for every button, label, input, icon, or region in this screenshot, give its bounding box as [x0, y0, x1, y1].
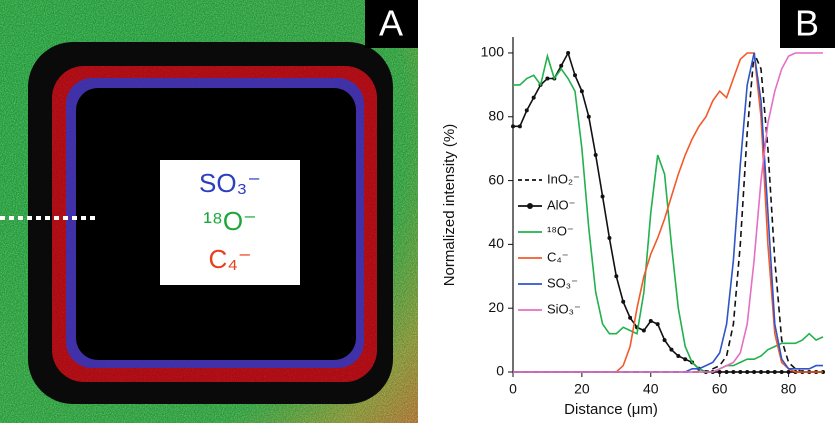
data-point — [786, 370, 791, 374]
data-point — [752, 370, 757, 374]
data-point — [662, 338, 667, 343]
data-point — [531, 95, 536, 100]
x-tick-label: 20 — [574, 381, 590, 397]
data-point — [579, 89, 584, 94]
x-axis-title: Distance (μm) — [564, 401, 658, 418]
data-point — [621, 299, 626, 304]
panel-b: B Distance (μm) Normalized intensity (%) — [420, 0, 835, 423]
data-point — [765, 370, 770, 374]
y-axis-title: Normalized intensity (%) — [441, 124, 458, 287]
legend-label: SiO₃⁻ — [547, 301, 581, 316]
data-point — [655, 322, 660, 327]
data-point — [676, 354, 681, 359]
data-point — [745, 370, 750, 374]
data-point — [573, 73, 577, 78]
data-point — [669, 347, 674, 352]
data-point — [779, 370, 784, 374]
data-point — [559, 63, 564, 68]
data-point — [517, 124, 522, 129]
data-point — [731, 370, 736, 374]
data-point — [600, 194, 605, 199]
label-box — [160, 160, 300, 285]
data-point — [607, 236, 612, 240]
data-point — [511, 124, 515, 129]
y-tick-label: 100 — [481, 44, 505, 60]
x-tick-label: 60 — [712, 381, 728, 397]
legend-label: C₄⁻ — [547, 249, 569, 264]
data-point — [614, 274, 619, 279]
y-tick-label: 20 — [488, 299, 504, 315]
series-line — [513, 50, 823, 373]
data-point — [586, 114, 591, 119]
data-point — [566, 50, 571, 55]
image-legend-label: C₄⁻ — [208, 244, 251, 274]
data-point — [641, 328, 646, 333]
data-point — [717, 370, 722, 374]
panel-label-box — [780, 0, 835, 48]
y-tick-label: 40 — [488, 235, 504, 251]
data-point — [628, 315, 633, 320]
image-legend-label: SO₃⁻ — [199, 168, 261, 198]
data-point — [524, 108, 529, 113]
data-point — [648, 318, 653, 323]
data-point — [593, 153, 598, 158]
y-tick-label: 0 — [496, 363, 504, 379]
data-point — [724, 370, 729, 374]
panel-label: A — [379, 3, 403, 44]
y-tick-label: 60 — [488, 171, 504, 187]
panel-a: A SO₃⁻ ¹⁸O⁻ C₄⁻ — [0, 0, 418, 423]
panel-label: B — [795, 3, 819, 44]
legend-marker — [527, 203, 533, 209]
legend-label: AlO⁻ — [547, 197, 576, 212]
image-legend-label: ¹⁸O⁻ — [203, 206, 257, 236]
panel-b-background — [420, 0, 835, 423]
y-tick-label: 80 — [488, 107, 504, 123]
series-line — [513, 52, 823, 373]
data-point — [772, 370, 777, 374]
x-tick-label: 40 — [643, 381, 659, 397]
panel-label-box — [365, 0, 418, 48]
x-tick-label: 80 — [781, 381, 797, 397]
legend-label: SO₃⁻ — [547, 275, 578, 290]
data-point — [759, 370, 763, 374]
data-point — [738, 370, 743, 374]
x-tick-label: 0 — [509, 381, 517, 397]
data-point — [545, 76, 550, 81]
legend-label: ¹⁸O⁻ — [547, 223, 574, 238]
legend-label: InO₂⁻ — [547, 171, 580, 186]
data-point — [683, 357, 688, 362]
